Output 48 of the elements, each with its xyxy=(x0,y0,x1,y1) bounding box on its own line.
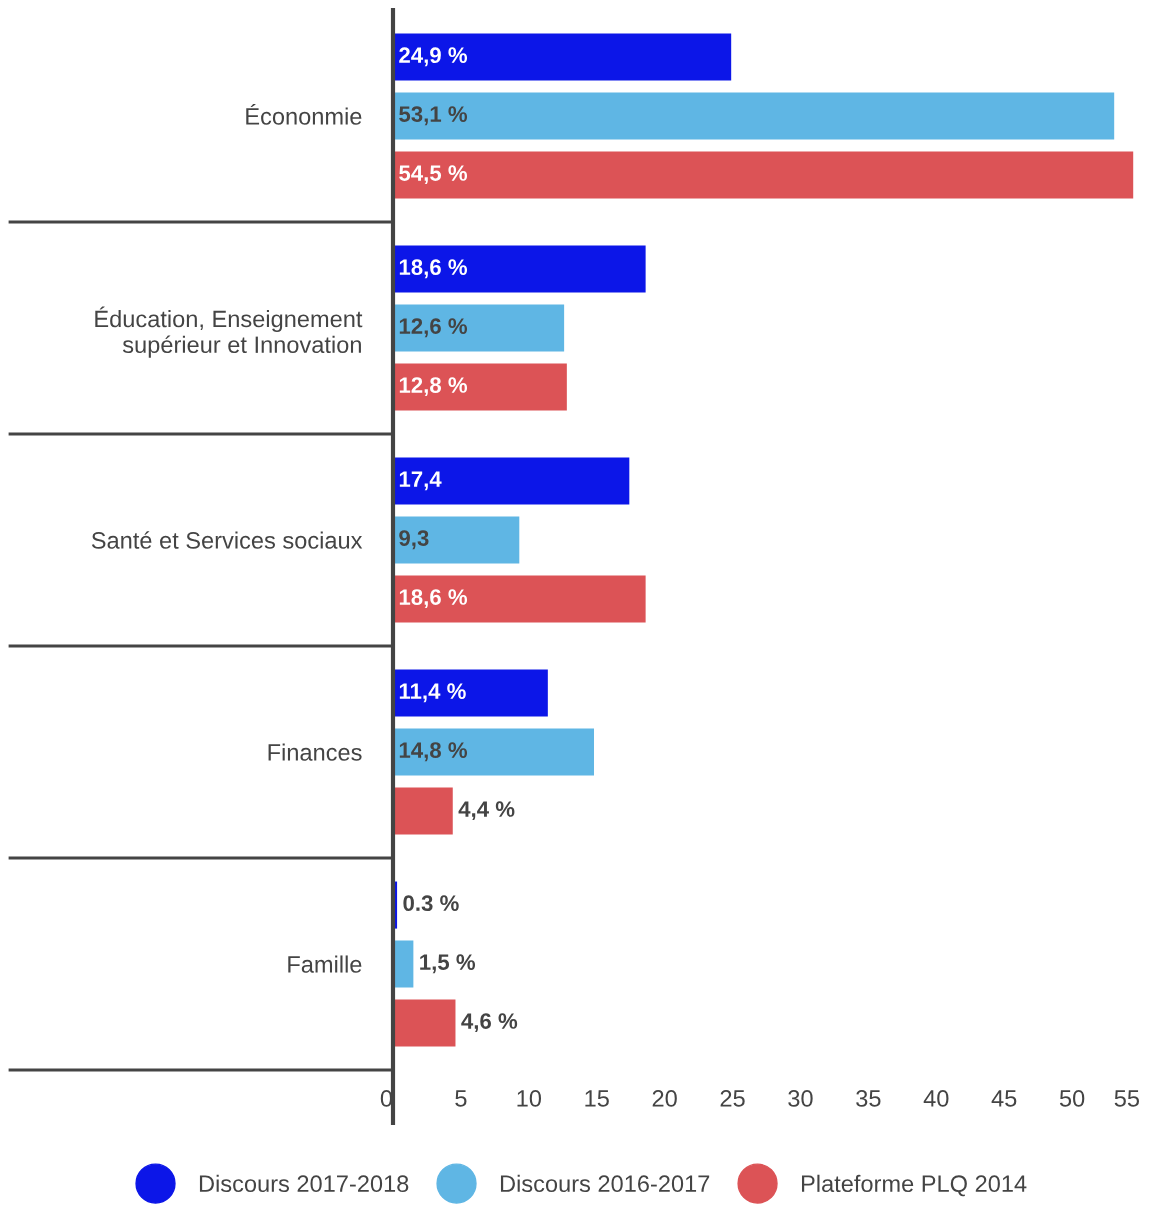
y-tick-label: Finances xyxy=(268,743,362,761)
legend-label: Discours 2017-2018 xyxy=(199,1174,409,1193)
data-label: 12,8 % xyxy=(399,377,468,397)
x-tick-label: 10 xyxy=(517,1090,542,1107)
x-tick-label: 20 xyxy=(652,1090,677,1107)
data-label: 0.3 % xyxy=(403,895,459,912)
y-tick-label: Écononmie xyxy=(246,104,362,125)
bar xyxy=(393,940,414,988)
bar xyxy=(393,669,548,717)
y-tick-label: Santé et Services sociaux xyxy=(91,531,363,549)
x-tick-label: 25 xyxy=(720,1090,745,1107)
bar xyxy=(393,457,630,505)
data-label: 9,3 xyxy=(399,530,429,550)
x-tick-label: 15 xyxy=(585,1090,609,1107)
bar xyxy=(393,151,1134,199)
data-label: 53,1 % xyxy=(399,106,468,126)
bar xyxy=(393,33,732,81)
bar xyxy=(393,575,646,623)
x-tick-label: 50 xyxy=(1059,1090,1085,1107)
bar xyxy=(393,363,567,411)
data-label: 18,6 % xyxy=(399,259,468,279)
bar xyxy=(393,245,646,293)
x-tick-label: 5 xyxy=(455,1090,467,1107)
bar xyxy=(393,728,595,776)
bar xyxy=(393,92,1115,140)
bar xyxy=(393,304,565,352)
data-label: 4,6 % xyxy=(461,1013,518,1033)
x-tick-label: 30 xyxy=(788,1090,813,1107)
x-tick-label: 55 xyxy=(1114,1090,1140,1107)
bar xyxy=(393,999,456,1047)
data-label: 4,4 % xyxy=(458,801,515,821)
x-tick-label: 35 xyxy=(856,1090,881,1107)
data-label: 18,6 % xyxy=(399,589,468,609)
x-tick-label: 45 xyxy=(991,1090,1017,1107)
legend-label: Discours 2016-2017 xyxy=(500,1174,710,1193)
y-tick-label: Éducation, Enseignement supérieur et Innovation xyxy=(95,306,363,358)
data-label: 11,4 % xyxy=(399,683,466,703)
legend-label: Plateforme PLQ 2014 xyxy=(801,1174,1027,1197)
data-label: 54,5 % xyxy=(399,165,468,185)
data-label: 12,6 % xyxy=(399,318,468,338)
data-label: 24,9 % xyxy=(399,47,468,67)
y-tick-label: Famille xyxy=(288,955,362,973)
bar xyxy=(393,516,520,564)
bar xyxy=(393,787,453,835)
data-label: 14,8 % xyxy=(399,742,468,762)
data-label: 17,4 xyxy=(399,471,442,491)
x-tick-label: 40 xyxy=(923,1090,949,1107)
data-label: 1,5 % xyxy=(420,954,476,974)
